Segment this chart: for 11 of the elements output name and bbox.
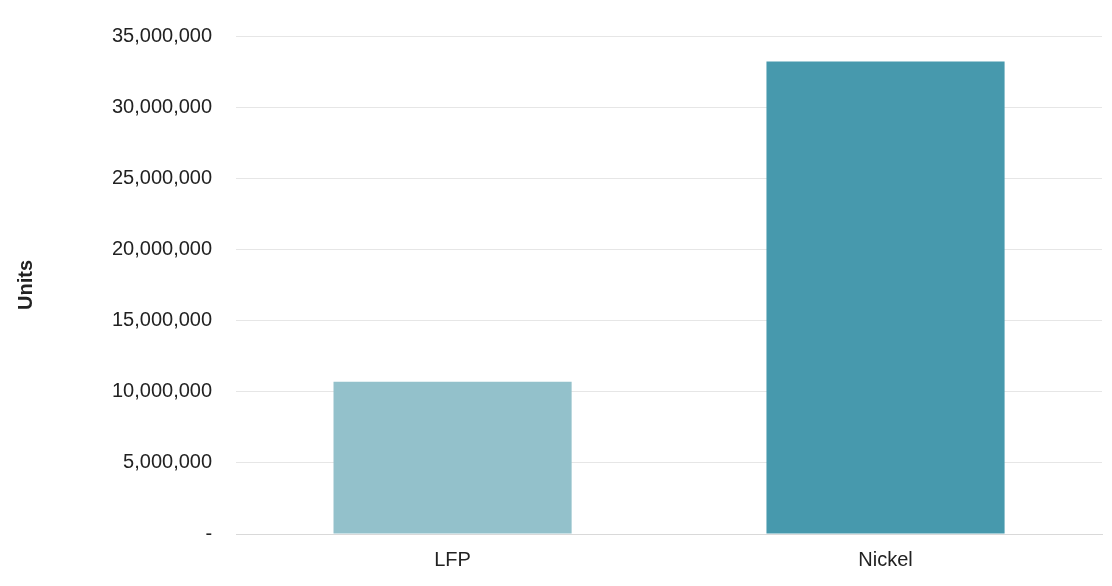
y-tick-label: 10,000,000 [111,379,213,402]
y-tick-label: 25,000,000 [111,165,213,188]
x-tick-label: LFP [434,547,471,570]
y-tick-label: 20,000,000 [111,236,213,259]
y-tick-label: 5,000,000 [123,450,213,473]
x-tick-label: Nickel [858,547,913,570]
y-tick-label: 35,000,000 [111,23,213,46]
y-tick-label: 30,000,000 [111,94,213,117]
y-tick-label: - [205,521,213,544]
y-tick-label: 15,000,000 [111,308,213,331]
y-axis-title: Units [13,260,36,310]
